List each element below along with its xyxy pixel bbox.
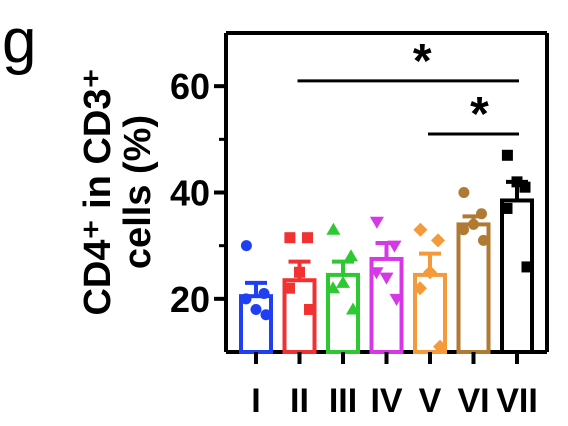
x-tick-label-IV: IV [370,382,402,420]
x-tick-label-III: III [329,382,357,420]
x-tick-label-VI: VI [457,382,489,420]
panel-label: g [2,7,36,76]
y-axis-label-line-1: CD4⁺ in CD3⁺ [77,68,119,315]
y-tick-label: 20 [170,279,210,320]
data-point-I [258,288,270,300]
x-tick-label-V: V [419,382,442,420]
data-point-I [260,309,272,321]
data-point-V [431,233,445,248]
data-point-VI [468,218,479,230]
data-point-VI [478,234,489,246]
data-point-VII [501,149,513,161]
data-point-II [284,282,295,294]
x-tick-label-II: II [290,382,309,420]
data-point-II [284,232,296,244]
data-point-III [326,222,341,235]
data-point-III [346,302,360,315]
data-point-IV [389,293,404,306]
data-point-VII [511,176,523,188]
data-point-I [240,240,252,252]
y-axis-label-line-2: cells (%) [117,115,159,269]
data-point-V [413,281,427,296]
data-point-III [326,281,340,294]
data-point-V [413,222,428,237]
data-point-III [336,275,350,288]
data-point-VII [521,261,533,273]
bar-VII [500,198,534,354]
data-point-V [433,339,447,354]
data-point-VI [476,208,487,220]
x-tick-label-I: I [251,382,260,420]
y-tick-label: 40 [170,173,210,214]
data-point-I [250,303,262,315]
data-point-VI [458,224,469,236]
data-point-II [304,303,315,315]
data-point-I [240,293,252,305]
data-point-VI [458,187,470,198]
data-point-IV [387,240,402,253]
data-point-III [344,249,358,262]
data-point-VII [501,202,513,214]
data-point-II [302,232,313,244]
significance-star: * [470,88,489,141]
data-point-VII [519,181,531,193]
x-tick-label-VII: VII [496,382,538,420]
data-point-V [423,265,437,280]
data-point-IV [369,216,384,229]
data-point-IV [379,272,394,285]
data-point-II [294,266,305,278]
data-point-IV [369,267,384,280]
significance-star: * [413,35,432,88]
y-tick-label: 60 [170,66,210,107]
